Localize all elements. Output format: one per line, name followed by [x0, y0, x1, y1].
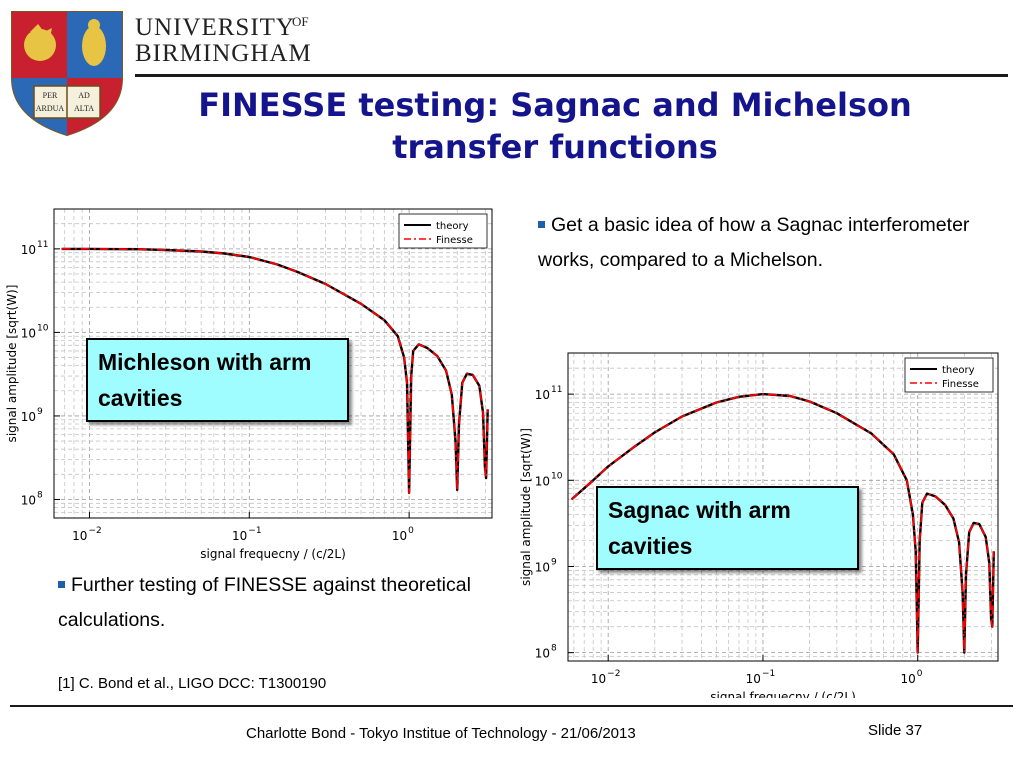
- y-tick-label-base: 10: [535, 647, 550, 661]
- x-tick-label-exponent: −2: [88, 526, 101, 536]
- bullet-right: Get a basic idea of how a Sagnac interfe…: [538, 208, 988, 278]
- legend-label-theory: theory: [942, 365, 975, 376]
- y-tick-label-exponent: 11: [37, 240, 48, 250]
- x-tick-label-exponent: 0: [408, 526, 414, 536]
- x-tick-label-base: 10: [746, 672, 761, 686]
- axes-frame: [567, 352, 999, 662]
- bullet-left-text: Further testing of FINESSE against theor…: [58, 574, 471, 631]
- y-tick-label-base: 10: [535, 388, 550, 402]
- x-tick-label-base: 10: [232, 529, 247, 543]
- y-tick-label-base: 10: [21, 410, 36, 424]
- y-tick-label-base: 10: [21, 493, 36, 507]
- y-tick-label-base: 10: [21, 326, 36, 340]
- university-name-line2: BIRMINGHAM: [135, 40, 312, 67]
- y-axis-label: signal amplitude [sqrt(W)]: [5, 285, 19, 443]
- sagnac-callout: Sagnac with arm cavities: [596, 486, 859, 570]
- y-tick-label-exponent: 8: [551, 644, 557, 654]
- y-tick-label-base: 10: [535, 560, 550, 574]
- y-tick-label-exponent: 10: [37, 323, 49, 333]
- university-name-of: OF: [292, 14, 309, 29]
- footer-divider: [10, 705, 1013, 707]
- y-tick-label-exponent: 9: [37, 407, 43, 417]
- x-tick-label-exponent: −2: [607, 669, 620, 679]
- footer-text: Charlotte Bond - Tokyo Institue of Techn…: [246, 725, 636, 742]
- university-crest-logo: PER AD ARDUA ALTA: [11, 11, 123, 137]
- slide-title: FINESSE testing: Sagnac and Michelson tr…: [198, 86, 912, 166]
- series-line-finesse: [571, 393, 995, 654]
- x-tick-label-exponent: 0: [917, 669, 923, 679]
- header-divider: [135, 74, 1008, 77]
- bullet-square-icon: [58, 581, 65, 588]
- legend-label-finesse: Finesse: [942, 379, 979, 390]
- x-axis-label: signal frequecny / (c/2L): [710, 690, 856, 698]
- y-tick-label-base: 10: [21, 243, 36, 257]
- crest-motto-alta: ALTA: [74, 104, 94, 113]
- x-tick-label-base: 10: [591, 672, 606, 686]
- slide-number: Slide 37: [868, 722, 923, 739]
- x-tick-label-base: 10: [72, 529, 87, 543]
- y-tick-label-exponent: 8: [37, 490, 43, 500]
- x-tick-label-exponent: −1: [762, 669, 775, 679]
- y-tick-label-exponent: 10: [551, 471, 563, 481]
- bullet-right-text: Get a basic idea of how a Sagnac interfe…: [538, 214, 970, 271]
- legend-box: [904, 357, 994, 393]
- legend-box: [398, 213, 488, 249]
- x-tick-label-base: 10: [900, 672, 915, 686]
- reference-text: [1] C. Bond et al., LIGO DCC: T1300190: [58, 675, 327, 692]
- university-name-line1: UNIVERSITY: [135, 14, 295, 41]
- x-axis-label: signal frequecny / (c/2L): [200, 547, 346, 561]
- bullet-square-icon: [538, 221, 545, 228]
- crest-motto-ad: AD: [78, 91, 90, 100]
- michelson-callout: Michleson with arm cavities: [86, 338, 349, 422]
- crest-motto-ardua: ARDUA: [36, 104, 65, 113]
- bullet-left: Further testing of FINESSE against theor…: [58, 568, 508, 638]
- y-tick-label-exponent: 11: [551, 385, 562, 395]
- x-tick-label-exponent: −1: [248, 526, 261, 536]
- legend-label-finesse: Finesse: [436, 235, 473, 246]
- y-tick-label-base: 10: [535, 474, 550, 488]
- y-tick-label-exponent: 9: [551, 557, 557, 567]
- y-axis-label: signal amplitude [sqrt(W)]: [519, 428, 533, 586]
- axes-frame: [53, 208, 493, 519]
- crest-motto-per: PER: [43, 91, 58, 100]
- series-line-finesse: [61, 248, 489, 494]
- legend-label-theory: theory: [436, 221, 469, 232]
- x-tick-label-base: 10: [392, 529, 407, 543]
